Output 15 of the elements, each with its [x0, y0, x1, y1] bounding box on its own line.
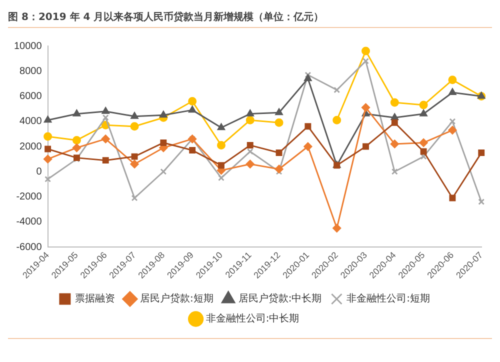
y-tick-label: 2000: [20, 141, 42, 152]
y-tick-label: 0: [36, 166, 42, 178]
legend-label: 非金融性公司:中长期: [206, 312, 300, 325]
y-tick-label: -2000: [16, 192, 42, 203]
y-tick-label: 4000: [20, 116, 42, 128]
y-tick-label: 8000: [20, 66, 42, 77]
y-tick-label: -4000: [16, 216, 42, 228]
chart-title: 图 8：2019 年 4 月以来各项人民币贷款当月新增规模（单位：亿元）: [8, 10, 325, 25]
y-tick-label: 10000: [14, 40, 42, 52]
legend-label: 居民户贷款:短期: [140, 292, 214, 305]
legend-label: 非金融性公司:短期: [346, 292, 430, 305]
legend-label: 票据融资: [74, 292, 115, 305]
y-tick-label: -6000: [16, 242, 42, 253]
legend-label: 居民户贷款:中长期: [238, 292, 322, 305]
y-tick-label: 6000: [20, 91, 42, 102]
